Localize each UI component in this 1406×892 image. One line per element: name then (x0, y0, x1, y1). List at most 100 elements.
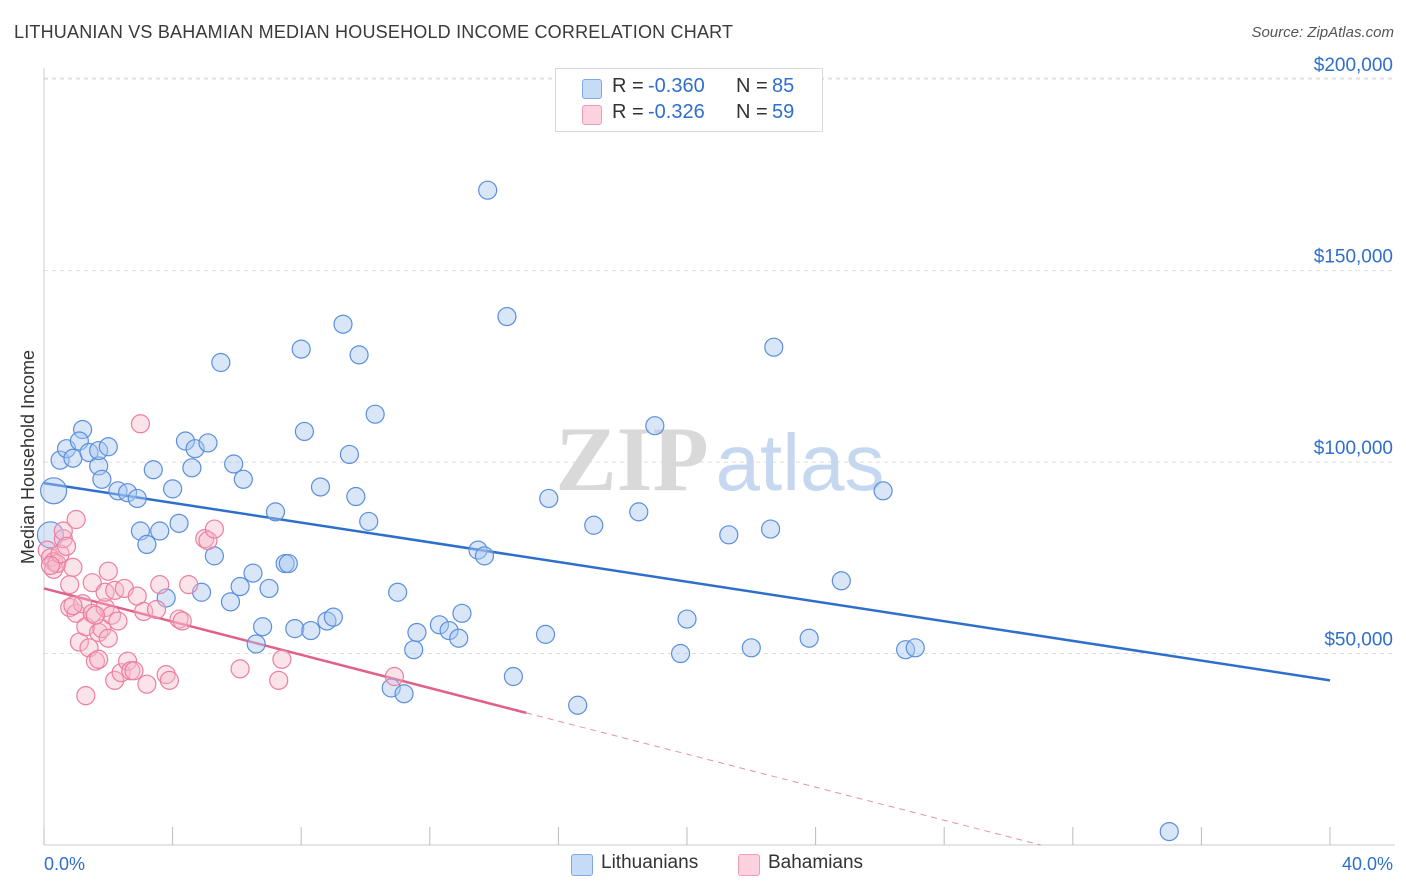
lithuanians-point (285, 619, 305, 639)
bahamians-point (124, 661, 144, 681)
bahamians-point (108, 611, 128, 631)
lithuanians-point (346, 486, 366, 507)
lithuanians-point (760, 519, 781, 539)
lithuanians-point (905, 638, 925, 658)
lithuanians-point (568, 695, 588, 715)
lithuanians-point (92, 469, 112, 489)
lithuanians-point (79, 442, 99, 463)
legend-n-value: 59 (772, 101, 795, 123)
bahamians-point (98, 561, 118, 581)
chart-title: LITHUANIAN VS BAHAMIAN MEDIAN HOUSEHOLD … (14, 22, 734, 42)
lithuanians-point (259, 578, 279, 599)
bahamians-point (198, 530, 218, 551)
legend-r-label: R = (612, 101, 644, 123)
lithuanians-point (831, 571, 851, 591)
lithuanians-point (799, 628, 819, 648)
lithuanians-point (497, 306, 517, 327)
legend-label: Bahamians (768, 852, 864, 873)
legend-r-label: R = (612, 75, 644, 97)
y-tick-label: $150,000 (1314, 247, 1393, 268)
lithuanians-point (233, 469, 253, 489)
lithuanians-point (741, 638, 761, 658)
legend-item-lithuanians[interactable]: Lithuanians (571, 852, 721, 878)
x-tick-label-min: 0.0% (44, 854, 85, 874)
axes (43, 68, 1395, 846)
lithuanians-point (873, 481, 893, 501)
bahamians-point (60, 575, 80, 595)
legend-row-bahamians: R = -0.326 N = 59 (556, 101, 822, 127)
bahamians-trend-extension (526, 712, 1041, 846)
lithuanians-point (117, 483, 138, 503)
lithuanians-point (211, 352, 231, 373)
bahamians-point (179, 575, 199, 595)
lithuanians-point (474, 546, 495, 566)
legend-n-label: N = (736, 101, 768, 123)
legend-n-label: N = (736, 75, 768, 97)
bahamians-point (137, 674, 157, 694)
x-tick-label-max: 40.0% (1342, 854, 1393, 874)
bahamians-point (105, 670, 125, 690)
lithuanians-point (243, 563, 263, 583)
watermark: ZIP atlas (555, 408, 884, 510)
bahamians-point (384, 666, 405, 687)
lithuanians-point (323, 607, 343, 627)
lithuanians-point (253, 617, 273, 637)
lithuanians-point (72, 419, 93, 440)
lithuanians-point (98, 437, 118, 457)
lithuanians-point (63, 448, 83, 468)
lithuanians-point (230, 576, 250, 597)
bahamians-point (76, 686, 96, 706)
lithuanians-point (150, 521, 170, 541)
lithuanians-point (449, 628, 469, 648)
legend-r-value: -0.326 (648, 101, 705, 123)
lithuanians-point (629, 502, 649, 522)
lithuanians-point (40, 477, 68, 505)
bahamians-point (204, 519, 224, 539)
lithuanians-point (719, 525, 739, 545)
watermark-atlas: atlas (716, 418, 885, 507)
bahamians-point (56, 536, 77, 556)
lithuanians-point (310, 477, 331, 497)
lithuanians-point (645, 416, 665, 436)
bahamians-point (150, 575, 170, 595)
bahamians-points (37, 414, 405, 706)
lithuanians-point (670, 643, 691, 664)
legend-swatch-pink (582, 105, 602, 125)
source-label: Source: ZipAtlas.com (1251, 24, 1394, 41)
bahamians-point (89, 649, 109, 669)
bahamians-point (98, 628, 118, 648)
lithuanians-point (478, 180, 498, 200)
bahamians-point (63, 596, 83, 616)
lithuanians-point (388, 582, 408, 602)
bahamians-point (66, 509, 86, 530)
lithuanians-point (169, 513, 189, 533)
lithuanians-point (349, 345, 369, 365)
lithuanians-point (503, 666, 523, 687)
tick-labels: $50,000 $100,000 $150,000 $200,000 0.0% 40.0% (44, 55, 1393, 874)
lithuanians-point (301, 620, 321, 641)
lithuanians-point (1159, 821, 1179, 842)
bahamians-point (159, 670, 179, 690)
stats-legend: R = -0.360 N = 85 R = -0.326 N = 59 (555, 68, 823, 132)
legend-swatch-pink (738, 854, 760, 876)
legend-swatch-blue (582, 79, 602, 99)
lithuanians-point (278, 553, 298, 574)
lithuanians-point (764, 337, 784, 357)
y-tick-label: $100,000 (1314, 438, 1393, 459)
bahamians-point (272, 649, 292, 669)
lithuanians-points (36, 180, 1179, 842)
lithuanians-point (359, 511, 379, 532)
lithuanians-point (339, 444, 360, 465)
bahamians-point (146, 599, 167, 620)
legend-item-bahamians[interactable]: Bahamians (738, 852, 888, 878)
bahamians-point (269, 670, 289, 690)
lithuanians-point (246, 634, 266, 654)
bahamians-point (85, 605, 106, 625)
lithuanians-point (220, 592, 241, 612)
lithuanians-point (224, 454, 244, 474)
lithuanians-point (294, 421, 315, 442)
lithuanians-point (265, 502, 286, 522)
lithuanians-point (291, 339, 311, 359)
lithuanians-point (89, 440, 109, 461)
